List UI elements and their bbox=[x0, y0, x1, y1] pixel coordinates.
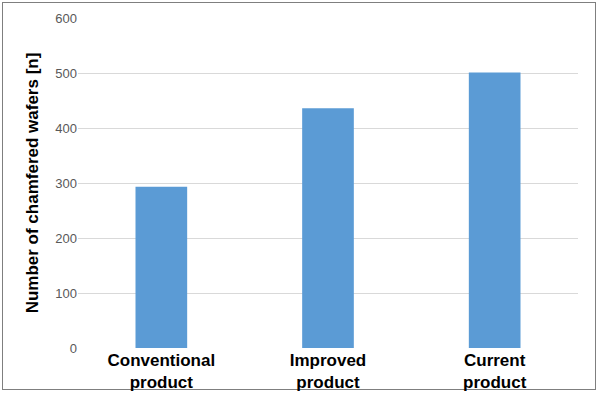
svg-text:Conventionalproduct: Conventionalproduct bbox=[107, 351, 215, 392]
svg-text:0: 0 bbox=[70, 341, 77, 356]
svg-text:500: 500 bbox=[55, 66, 77, 81]
svg-text:300: 300 bbox=[55, 176, 77, 191]
svg-text:200: 200 bbox=[55, 231, 77, 246]
svg-text:Currentproduct: Currentproduct bbox=[463, 351, 527, 392]
svg-text:Improvedproduct: Improvedproduct bbox=[290, 351, 367, 392]
svg-text:Number of chamfered wafers [n]: Number of chamfered wafers [n] bbox=[23, 53, 42, 314]
svg-text:400: 400 bbox=[55, 121, 77, 136]
svg-text:600: 600 bbox=[55, 11, 77, 26]
svg-text:100: 100 bbox=[55, 286, 77, 301]
